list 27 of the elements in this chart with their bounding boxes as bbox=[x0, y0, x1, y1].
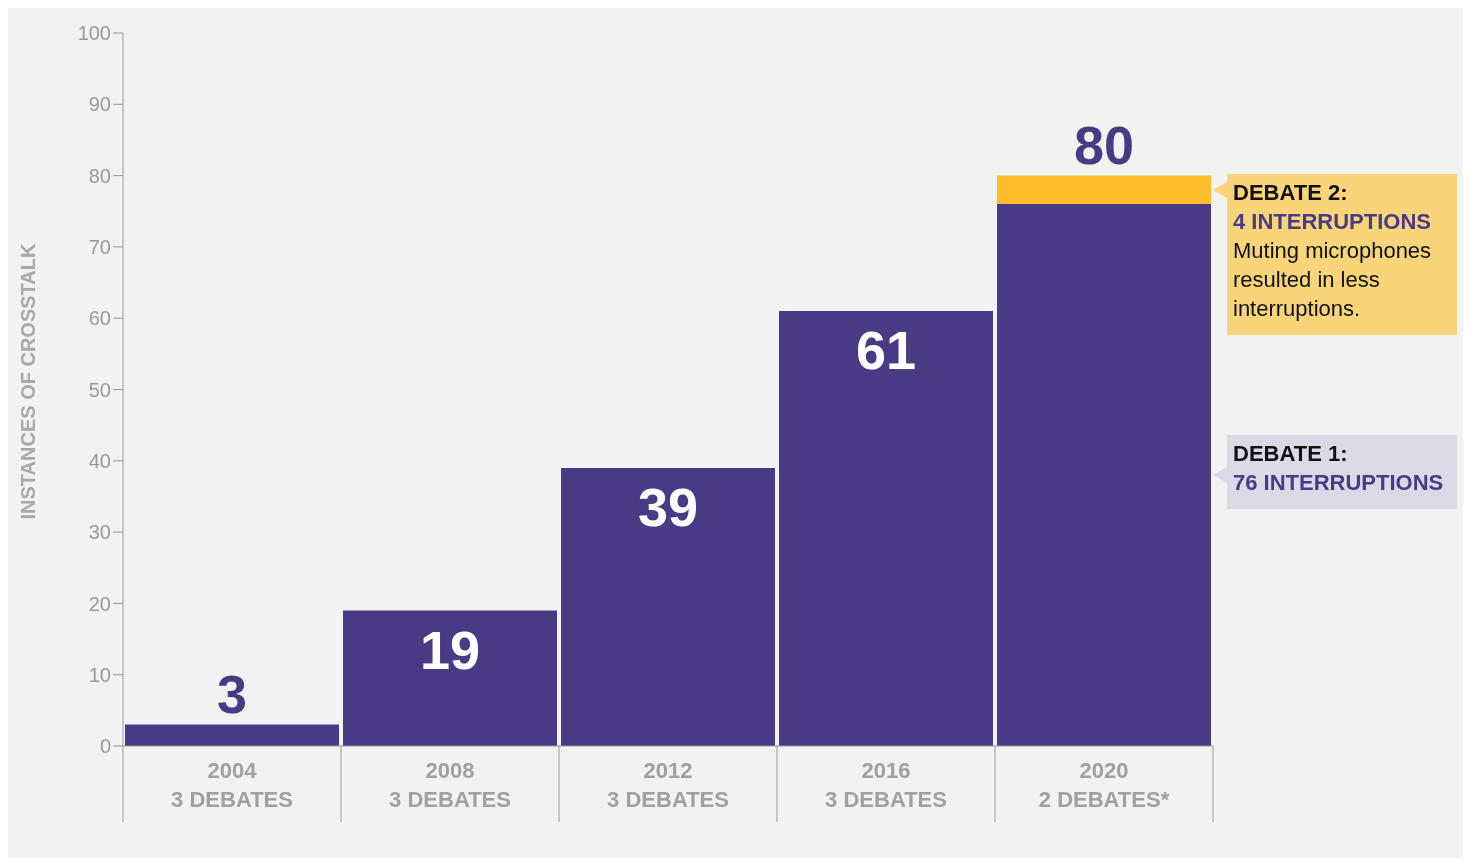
y-tick-label: 20 bbox=[88, 592, 111, 615]
x-tick-label: 2020 2 DEBATES* bbox=[1038, 758, 1170, 812]
x-tick-label: 2012 3 DEBATES bbox=[607, 758, 729, 812]
x-tick-label: 2016 3 DEBATES bbox=[825, 758, 947, 812]
y-tick-label: 40 bbox=[88, 449, 111, 472]
x-tick-label: 2008 3 DEBATES bbox=[389, 758, 511, 812]
y-axis-title: INSTANCES OF CROSSTALK bbox=[17, 243, 40, 520]
total-label: 80 bbox=[1073, 114, 1135, 175]
y-tick-label: 10 bbox=[88, 663, 111, 686]
x-tick-label: 2004 3 DEBATES bbox=[171, 758, 293, 812]
bar bbox=[779, 311, 993, 746]
total-label: 19 bbox=[419, 619, 481, 680]
bar bbox=[343, 610, 557, 746]
total-label: 61 bbox=[855, 320, 917, 381]
bar bbox=[997, 204, 1211, 746]
y-tick-label: 0 bbox=[99, 735, 111, 758]
y-tick-label: 80 bbox=[88, 164, 111, 187]
total-label: 39 bbox=[637, 476, 699, 537]
bar bbox=[125, 724, 339, 746]
y-tick-label: 60 bbox=[88, 307, 111, 330]
y-tick-label: 50 bbox=[88, 378, 111, 401]
y-tick-label: 70 bbox=[88, 236, 111, 258]
y-tick-label: 30 bbox=[88, 521, 111, 544]
total-label: 3 bbox=[216, 663, 248, 724]
y-tick-label: 90 bbox=[88, 93, 111, 116]
bar bbox=[561, 467, 775, 746]
y-tick-label: 100 bbox=[77, 22, 111, 45]
